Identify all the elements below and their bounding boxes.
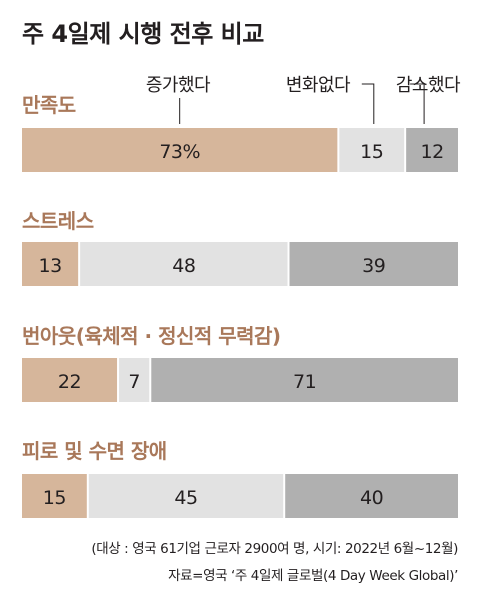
legend-label-no-change: 변화없다 bbox=[286, 75, 351, 96]
category-label: 만족도 bbox=[22, 93, 76, 117]
data-label: 7 bbox=[128, 371, 140, 393]
chart-row: 만족도 73% 15 12 bbox=[22, 93, 458, 172]
legend-leader-no-change bbox=[361, 83, 375, 124]
data-label: 13 bbox=[38, 255, 61, 277]
data-label: 45 bbox=[174, 487, 197, 509]
bar-segment-no-change bbox=[119, 358, 150, 402]
category-label: 스트레스 bbox=[22, 209, 94, 233]
bar-segment-increased bbox=[22, 128, 338, 172]
data-label: 15 bbox=[43, 487, 66, 509]
data-label: 22 bbox=[58, 371, 81, 393]
bar-segment-no-change bbox=[339, 128, 405, 172]
data-label: 48 bbox=[172, 255, 195, 277]
data-label: 71 bbox=[293, 371, 316, 393]
bar-segment-no-change bbox=[88, 474, 284, 518]
data-label: 39 bbox=[362, 255, 385, 277]
bar-segment-decreased bbox=[151, 358, 458, 402]
chart-row: 스트레스 13 48 39 bbox=[22, 209, 458, 286]
data-label: 40 bbox=[360, 487, 383, 509]
bar-segment-decreased bbox=[289, 242, 458, 286]
chart-row: 번아웃(육체적 · 정신적 무력감) 22 7 71 bbox=[22, 324, 458, 402]
chart-rows: 만족도 73% 15 12 스트레스 13 48 39 번아웃(육체적 · 정신적 무력감) 22… bbox=[22, 93, 458, 518]
data-label: 73% bbox=[159, 141, 200, 163]
data-label: 12 bbox=[420, 141, 443, 163]
legend-label-increased: 증가했다 bbox=[146, 75, 211, 96]
data-label: 15 bbox=[360, 141, 383, 163]
bar-segment-decreased bbox=[285, 474, 458, 518]
category-label: 피로 및 수면 장애 bbox=[22, 439, 167, 463]
legend-leader-decreased bbox=[410, 83, 425, 124]
category-label: 번아웃(육체적 · 정신적 무력감) bbox=[22, 324, 281, 348]
chart-row: 피로 및 수면 장애 15 45 40 bbox=[22, 439, 458, 518]
bar-segment-decreased bbox=[406, 128, 458, 172]
bar-segment-increased bbox=[22, 358, 118, 402]
chart-title: 주 4일제 시행 전후 비교 bbox=[22, 20, 264, 48]
footnote-sample: (대상 : 영국 61기업 근로자 2900여 명, 시기: 2022년 6월~… bbox=[91, 541, 458, 557]
bar-segment-increased bbox=[22, 242, 79, 286]
legend-label-decreased: 감소했다 bbox=[396, 75, 461, 96]
bar-segment-no-change bbox=[80, 242, 288, 286]
bar-segment-increased bbox=[22, 474, 87, 518]
footnote-source: 자료=영국 ‘주 4일제 글로벌(4 Day Week Global)’ bbox=[168, 568, 458, 584]
legend: 증가했다 변화없다 감소했다 bbox=[146, 75, 462, 124]
